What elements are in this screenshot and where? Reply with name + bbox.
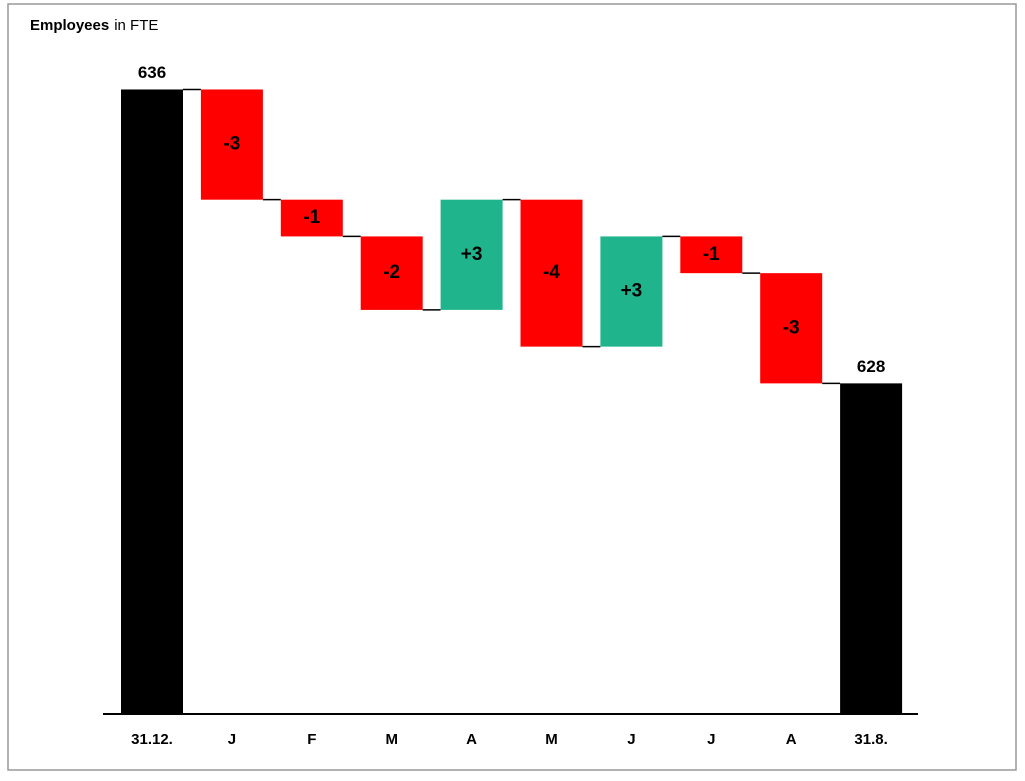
- value-label: -3: [783, 317, 800, 338]
- value-label: -1: [703, 244, 720, 265]
- decrease-bar: [680, 236, 743, 274]
- chart-title: Employees in FTE: [30, 17, 158, 34]
- x-tick-label: A: [466, 731, 477, 748]
- decrease-bar: [360, 236, 423, 310]
- value-label: +3: [461, 244, 483, 265]
- value-label: -1: [303, 207, 320, 228]
- x-tick-label: M: [545, 731, 558, 748]
- x-tick-label: J: [228, 731, 236, 748]
- decrease-bar: [760, 273, 823, 384]
- x-tick-label: J: [707, 731, 715, 748]
- decrease-bar: [200, 89, 263, 200]
- total-bar: [121, 89, 183, 714]
- value-label: -4: [543, 262, 560, 283]
- title-unit: in FTE: [114, 17, 158, 34]
- x-tick-label: A: [786, 731, 797, 748]
- value-label: -3: [223, 134, 240, 155]
- title-main: Employees: [30, 17, 109, 34]
- decrease-bar: [280, 199, 343, 237]
- increase-bar: [600, 236, 663, 347]
- x-tick-label: F: [307, 731, 316, 748]
- x-tick-label: M: [385, 731, 398, 748]
- value-label: +3: [621, 281, 643, 302]
- increase-bar: [440, 199, 503, 310]
- value-label: 628: [857, 357, 885, 376]
- x-tick-label: J: [627, 731, 635, 748]
- x-tick-label: 31.8.: [854, 731, 887, 748]
- value-label: -2: [383, 262, 400, 283]
- x-tick-label: 31.12.: [131, 731, 173, 748]
- value-label: 636: [138, 63, 166, 82]
- total-bar: [840, 383, 903, 714]
- decrease-bar: [520, 199, 583, 347]
